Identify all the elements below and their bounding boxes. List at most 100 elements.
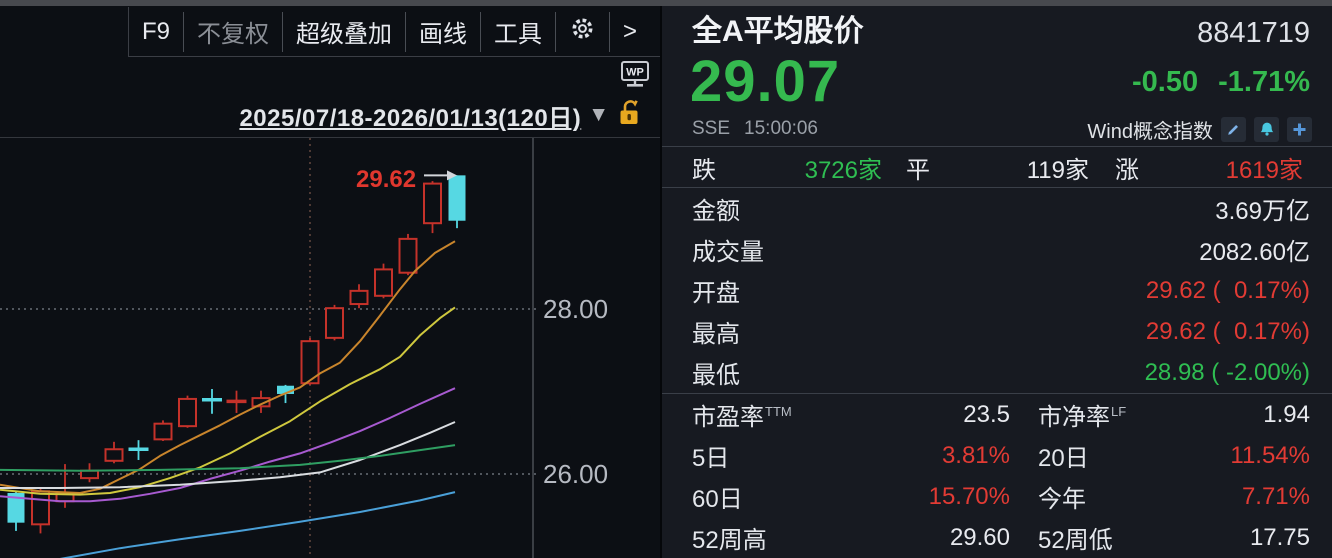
annotation-arrow-head (447, 170, 457, 181)
exchange-label: SSE (692, 118, 731, 139)
candle-body (251, 397, 271, 408)
y-axis-tick-label: 28.00 (543, 294, 608, 324)
breadth-flat-count: 119家 (1026, 156, 1089, 184)
symbol-name: 全A平均股价 (692, 15, 864, 48)
stats-grid: 市盈率TTM 23.5 市净率LF 1.94 5日 3.81% 20日 11.5… (662, 394, 1332, 558)
turnover-label: 金额 (692, 198, 740, 225)
chg-60d-label: 60日 (692, 486, 743, 513)
pb-lf-sup: LF (1111, 404, 1127, 419)
candle-body (448, 175, 466, 221)
high-price-annotation: 29.62 (356, 166, 416, 193)
quote-panel: 全A平均股价 8841719 29.07 -0.50 -1.71% SSE 15… (660, 6, 1332, 558)
toolbar-tools-button[interactable]: 工具 (481, 11, 557, 52)
date-range-link[interactable]: 2025/07/18-2026/01/13(120日) (239, 104, 582, 132)
svg-text:WP: WP (626, 67, 644, 79)
toolbar-no-adjust-button[interactable]: 不复权 (184, 11, 284, 52)
ma-line-orange (0, 240, 456, 494)
pencil-icon (1228, 124, 1238, 135)
chg-ytd-value: 7.71% (1241, 482, 1310, 510)
chg-20d-cell: 20日 11.54% (1010, 435, 1332, 476)
candle-body (277, 385, 294, 394)
chg-5d-cell: 5日 3.81% (662, 435, 1010, 476)
ma-line-purple (0, 387, 456, 503)
pe-ttm-cell: 市盈率TTM 23.5 (662, 394, 1010, 435)
date-range-row: 2025/07/18-2026/01/13(120日) ▼ (239, 97, 644, 133)
ma-line-yellow (0, 306, 456, 496)
high-52w-label: 52周高 (692, 527, 767, 554)
candle-body (325, 307, 344, 339)
chg-60d-value: 15.70% (928, 482, 1010, 510)
window-top-edge (0, 0, 1332, 6)
market-breadth-row: 跌 3726家 平 119家 涨 1619家 (662, 147, 1332, 187)
pb-lf-cell: 市净率LF 1.94 (1010, 394, 1332, 435)
bell-icon (1260, 122, 1273, 136)
unlock-padlock-icon[interactable] (616, 97, 644, 133)
low-value: 28.98 ( -2.00%) (1144, 358, 1310, 386)
chg-ytd-cell: 今年 7.71% (1010, 476, 1332, 517)
chart-area[interactable]: 28.00 26.00 29.62 (0, 137, 660, 558)
candle-body (423, 182, 442, 225)
high-row: 最高 29.62 ( 0.17%) (662, 311, 1332, 352)
chevron-down-icon[interactable]: ▼ (588, 103, 609, 126)
section-divider (662, 146, 1332, 147)
high-52w-cell: 52周高 29.60 (662, 517, 1010, 558)
toolbar-settings-button[interactable] (556, 11, 611, 52)
candle-body (7, 492, 25, 523)
index-type-label: Wind概念指数 (1087, 120, 1213, 143)
y-axis-tick-label: 26.00 (543, 459, 608, 489)
breadth-flat-label: 平 (906, 156, 930, 184)
price-change-percent: -1.71% (1218, 65, 1310, 98)
chg-60d-cell: 60日 15.70% (662, 476, 1010, 517)
open-label: 开盘 (692, 280, 740, 307)
chg-5d-value: 3.81% (941, 441, 1010, 469)
kline-pane: F9 不复权 超级叠加 画线 工具 > WP (0, 0, 660, 558)
candle-body (31, 490, 50, 526)
candle-body (153, 422, 173, 441)
candle-body (374, 268, 393, 297)
ma-line-green (0, 444, 456, 472)
candle-body (349, 289, 369, 306)
breadth-down-label: 跌 (692, 156, 716, 184)
high-label: 最高 (692, 321, 740, 348)
candle-body (104, 448, 124, 462)
high-value: 29.62 ( 0.17%) (1145, 317, 1310, 345)
high-52w-value: 29.60 (949, 523, 1010, 551)
toolbar-more-button[interactable]: > (623, 17, 638, 45)
chg-20d-value: 11.54% (1230, 441, 1310, 469)
kline-chart[interactable]: 28.00 26.00 29.62 (0, 138, 660, 558)
pe-ttm-label: 市盈率 (692, 404, 764, 431)
low-52w-label: 52周低 (1038, 527, 1113, 554)
toolbar-super-overlay-button[interactable]: 超级叠加 (283, 11, 407, 52)
wp-monitor-icon: WP (618, 61, 652, 96)
edit-pencil-button[interactable] (1221, 116, 1246, 142)
breadth-up-count: 1619家 (1225, 156, 1303, 184)
volume-label: 成交量 (692, 239, 764, 266)
alert-bell-button[interactable] (1254, 116, 1279, 142)
quote-header: 全A平均股价 8841719 29.07 -0.50 -1.71% SSE 15… (662, 6, 1332, 146)
open-value: 29.62 ( 0.17%) (1145, 276, 1310, 304)
ma-line-blue (59, 491, 456, 558)
candle-body (178, 397, 197, 428)
toolbar-draw-line-button[interactable]: 画线 (406, 11, 482, 52)
volume-row: 成交量 2082.60亿 (662, 229, 1332, 270)
toolbar-f9-button[interactable]: F9 (129, 11, 185, 52)
chg-5d-label: 5日 (692, 445, 730, 472)
low-52w-cell: 52周低 17.75 (1010, 517, 1332, 558)
chart-toolbar: F9 不复权 超级叠加 画线 工具 > (128, 7, 660, 57)
low-label: 最低 (692, 362, 740, 389)
volume-value: 2082.60亿 (1199, 239, 1310, 266)
gear-icon (569, 15, 596, 49)
pe-ttm-sup: TTM (765, 404, 792, 419)
pb-lf-label: 市净率 (1038, 404, 1110, 431)
chg-20d-label: 20日 (1038, 445, 1089, 472)
add-plus-button[interactable] (1287, 116, 1312, 142)
turnover-value: 3.69万亿 (1215, 198, 1310, 225)
wp-monitor-badge[interactable]: WP (618, 58, 652, 97)
candle-body (398, 237, 418, 274)
breadth-up-label: 涨 (1115, 156, 1139, 184)
open-row: 开盘 29.62 ( 0.17%) (662, 270, 1332, 311)
last-price: 29.07 (690, 49, 841, 114)
turnover-row: 金额 3.69万亿 (662, 188, 1332, 229)
pb-lf-value: 1.94 (1263, 400, 1310, 428)
